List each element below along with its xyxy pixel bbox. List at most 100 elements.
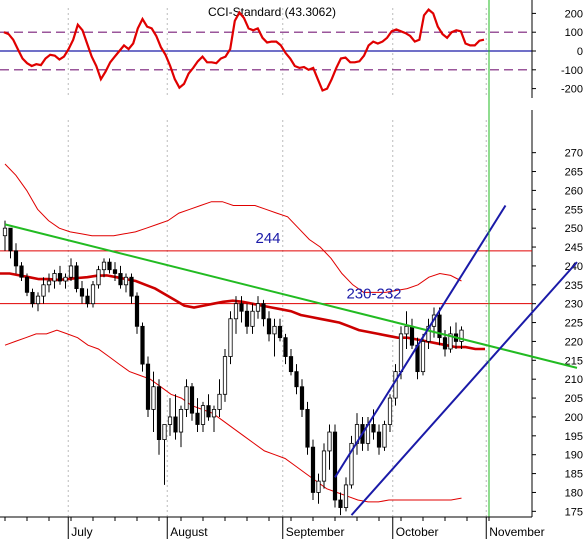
price-bar-body-47 (261, 303, 266, 320)
price-bar-body-27 (151, 386, 156, 410)
price-bar-32 (178, 405, 184, 448)
price-bar-40 (222, 348, 228, 402)
price-bar-53 (294, 364, 299, 395)
price-bar-81 (448, 326, 453, 353)
price-bar-body-70 (387, 397, 393, 425)
price-bar-21 (118, 265, 123, 289)
price-bar-body-51 (283, 337, 288, 357)
price-bar-12 (68, 258, 74, 282)
price-bar-body-13 (74, 265, 79, 289)
price-bar-body-34 (189, 386, 195, 414)
price-bar-body-18 (101, 261, 107, 271)
x-tick-label-2: September (286, 525, 345, 539)
price-bar-body-3 (19, 265, 24, 278)
price-bar-body-35 (195, 412, 200, 425)
price-bar-37 (206, 394, 211, 421)
price-bar-body-33 (184, 386, 189, 410)
price-bar-body-39 (217, 393, 222, 410)
price-bar-body-28 (156, 386, 162, 440)
price-bar-body-4 (24, 276, 30, 293)
price-bar-body-38 (211, 408, 217, 418)
price-bar-60 (332, 424, 338, 508)
price-bar-47 (261, 299, 266, 327)
price-bar-body-76 (420, 341, 426, 373)
x-tick-label-0: July (71, 525, 92, 539)
x-tick-label-1: August (170, 525, 208, 539)
price-bar-36 (200, 401, 206, 433)
price-tick-label-5: 200 (565, 412, 583, 424)
moving-average-line (0, 272, 485, 351)
cci-title: CCI-Standard (43.3062) (208, 5, 336, 19)
price-bar-59 (327, 424, 332, 470)
price-bar-body-53 (294, 371, 299, 388)
price-bar-48 (266, 311, 272, 342)
price-bar-49 (272, 318, 277, 357)
price-bar-body-42 (233, 303, 239, 320)
cci-tick-label-4: -200 (561, 84, 583, 96)
price-bar-body-62 (343, 484, 349, 508)
price-tick-label-11: 230 (565, 299, 583, 311)
price-tick-label-18: 265 (565, 167, 583, 179)
price-bar-7 (41, 277, 46, 304)
price-tick-label-16: 255 (565, 204, 583, 216)
cci-tick-label-2: 0 (577, 46, 583, 58)
price-bar-24 (134, 292, 140, 334)
price-bar-body-44 (244, 310, 250, 327)
price-bar-25 (140, 322, 145, 372)
price-bar-body-25 (140, 325, 145, 365)
price-bar-38 (211, 405, 217, 433)
price-bar-body-22 (123, 276, 129, 286)
price-bar-body-31 (173, 416, 178, 433)
price-bar-body-26 (145, 363, 151, 410)
price-bar-body-60 (332, 431, 338, 501)
price-bar-body-71 (393, 371, 398, 399)
price-tick-label-6: 205 (565, 393, 583, 405)
price-bar-77 (426, 318, 431, 349)
price-tick-label-1: 180 (565, 487, 583, 499)
price-bar-body-50 (277, 325, 283, 339)
price-bar-body-55 (305, 408, 310, 448)
price-bar-body-17 (96, 269, 101, 286)
price-bar-body-63 (349, 442, 354, 486)
price-bar-body-52 (288, 356, 294, 373)
price-bar-23 (129, 273, 134, 304)
price-bar-body-61 (338, 499, 343, 508)
price-bar-body-73 (404, 325, 409, 335)
price-bar-30 (167, 398, 173, 436)
price-tick-label-10: 225 (565, 318, 583, 330)
price-bar-body-10 (57, 273, 63, 282)
price-bar-16 (90, 281, 96, 308)
price-bar-body-49 (272, 325, 277, 335)
price-tick-label-3: 190 (565, 450, 583, 462)
price-bar-body-12 (68, 265, 74, 278)
price-bar-body-1 (8, 227, 13, 252)
price-bar-44 (244, 303, 250, 334)
price-bar-8 (46, 273, 52, 293)
price-bar-14 (79, 281, 85, 304)
price-bar-71 (393, 364, 398, 406)
price-bar-43 (239, 296, 244, 323)
price-bar-body-24 (134, 295, 140, 327)
price-bar-body-16 (90, 284, 96, 305)
price-bar-body-79 (437, 314, 442, 339)
price-bar-55 (305, 401, 310, 455)
price-bar-body-0 (2, 227, 8, 237)
price-tick-label-2: 185 (565, 469, 583, 481)
price-bar-body-23 (129, 276, 134, 297)
price-bar-body-19 (107, 261, 112, 271)
cci-tick-label-1: 100 (565, 27, 583, 39)
price-bar-4 (24, 273, 30, 297)
x-tick-label-4: November (489, 525, 544, 539)
price-bar-9 (52, 269, 57, 289)
price-bar-body-40 (222, 356, 228, 395)
price-bar-body-41 (228, 318, 233, 357)
cci-series-line (3, 8, 485, 92)
price-bar-body-30 (167, 416, 173, 425)
price-bar-0 (2, 220, 8, 251)
price-bar-61 (338, 492, 343, 516)
price-bar-83 (459, 326, 464, 349)
price-bar-64 (354, 413, 360, 455)
price-bar-57 (316, 473, 321, 504)
